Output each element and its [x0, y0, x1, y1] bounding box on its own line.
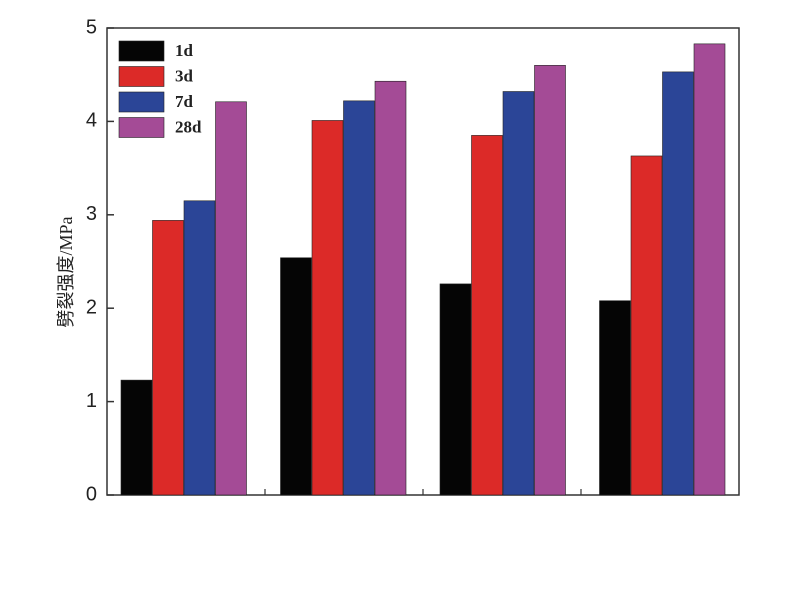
- y-tick-label: 3: [86, 203, 97, 225]
- bar-3d-group-4: [630, 155, 663, 496]
- bar-28d-group-2: [374, 80, 407, 496]
- legend-label-3d: 3d: [175, 66, 194, 85]
- legend-label-7d: 7d: [175, 92, 194, 111]
- bar-28d-group-3: [534, 65, 566, 496]
- bar-1d-group-3: [439, 283, 472, 496]
- bar-3d-group-1: [152, 220, 184, 496]
- bar-7d-group-4: [662, 71, 694, 496]
- y-axis-title: 劈裂强度/MPa: [56, 216, 76, 327]
- legend-swatch-3d: [118, 66, 165, 87]
- y-tick-label: 5: [86, 16, 97, 38]
- bar-7d-group-2: [343, 100, 375, 496]
- bar-7d-group-3: [502, 91, 535, 496]
- bar-1d-group-4: [599, 300, 631, 496]
- y-tick-label: 4: [86, 110, 97, 132]
- bar-3d-group-3: [471, 135, 503, 496]
- y-tick-label: 1: [86, 390, 97, 412]
- bar-1d-group-1: [120, 379, 153, 496]
- bar-3d-group-2: [311, 120, 344, 496]
- legend-label-28d: 28d: [175, 117, 202, 136]
- legend: 1d 3d 7d 28d: [118, 40, 202, 138]
- bars-layer: [120, 43, 726, 496]
- legend-swatch-7d: [118, 91, 165, 113]
- y-tick-label: 2: [86, 296, 97, 318]
- legend-swatch-28d: [118, 117, 165, 138]
- bar-7d-group-1: [183, 200, 216, 496]
- bar-28d-group-4: [693, 43, 726, 496]
- y-axis: 0 1 2 3 4 5: [86, 16, 114, 505]
- bar-28d-group-1: [215, 101, 247, 496]
- legend-swatch-1d: [118, 40, 165, 62]
- legend-label-1d: 1d: [175, 41, 194, 60]
- y-tick-label: 0: [86, 483, 97, 505]
- bar-1d-group-2: [280, 257, 312, 496]
